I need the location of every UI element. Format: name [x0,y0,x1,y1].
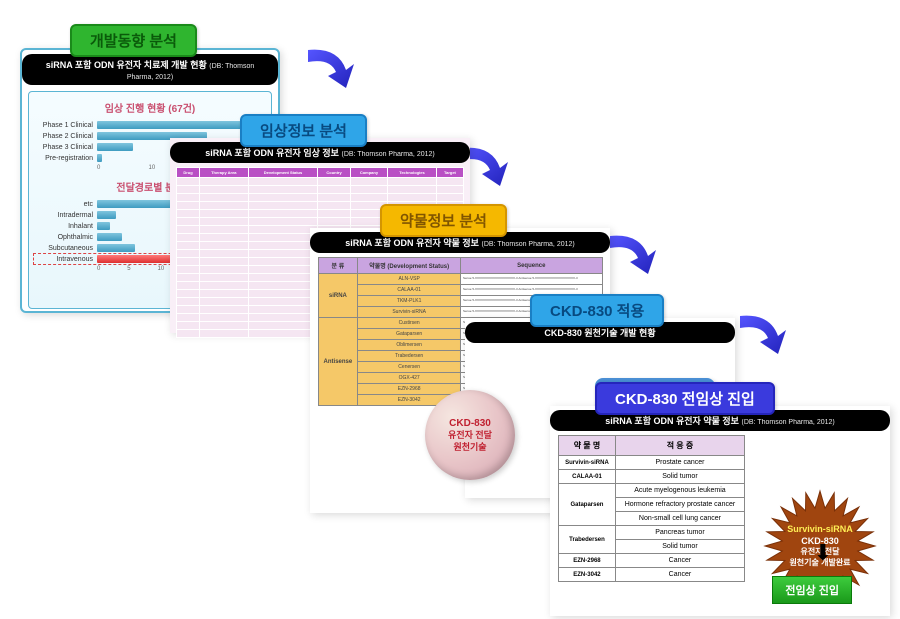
arrow-1 [298,42,358,92]
down-arrow-icon: ⬇ [814,540,832,566]
panel5-title-wrap: CKD-830 전임상 진입 [595,382,775,415]
panel3-title: 약물정보 분석 [380,204,507,237]
bar-label: etc [35,201,93,208]
arrow-4 [730,308,790,358]
panel1-title: 개발동향 분석 [70,24,197,57]
panel5-title: CKD-830 전임상 진입 [595,382,775,415]
bar-label: Ophthalmic [35,234,93,241]
bar-label: Phase 1 Clinical [35,122,93,129]
panel5-table: 약 물 명적 응 증Survivin-siRNAProstate cancerC… [558,435,745,582]
preclinical-entry-box: 전임상 진입 [772,576,852,604]
bar-label: Phase 3 Clinical [35,144,93,151]
bar-label: Inhalant [35,223,93,230]
panel1-title-wrap: 개발동향 분석 [70,24,197,57]
bar-label: Intravenous [35,256,93,263]
panel4-title-wrap: CKD-830 적용 [530,294,664,327]
ckd-circle: CKD-830 유전자 전달 원천기술 [425,390,515,480]
chart1-title: 임상 진행 현황 (67건) [35,100,265,115]
bar-label: Phase 2 Clinical [35,133,93,140]
panel2-title: 임상정보 분석 [240,114,367,147]
panel3-title-wrap: 약물정보 분석 [380,204,507,237]
bar-label: Intradermal [35,212,93,219]
bar-label: Subcutaneous [35,245,93,252]
panel1-subtitle: siRNA 포함 ODN 유전자 치료제 개발 현황 (DB: Thomson … [22,54,278,85]
panel4-title: CKD-830 적용 [530,294,664,327]
panel5: siRNA 포함 ODN 유전자 약물 정보 (DB: Thomson Phar… [550,406,890,616]
bar-label: Pre-registration [35,155,93,162]
panel2-title-wrap: 임상정보 분석 [240,114,367,147]
